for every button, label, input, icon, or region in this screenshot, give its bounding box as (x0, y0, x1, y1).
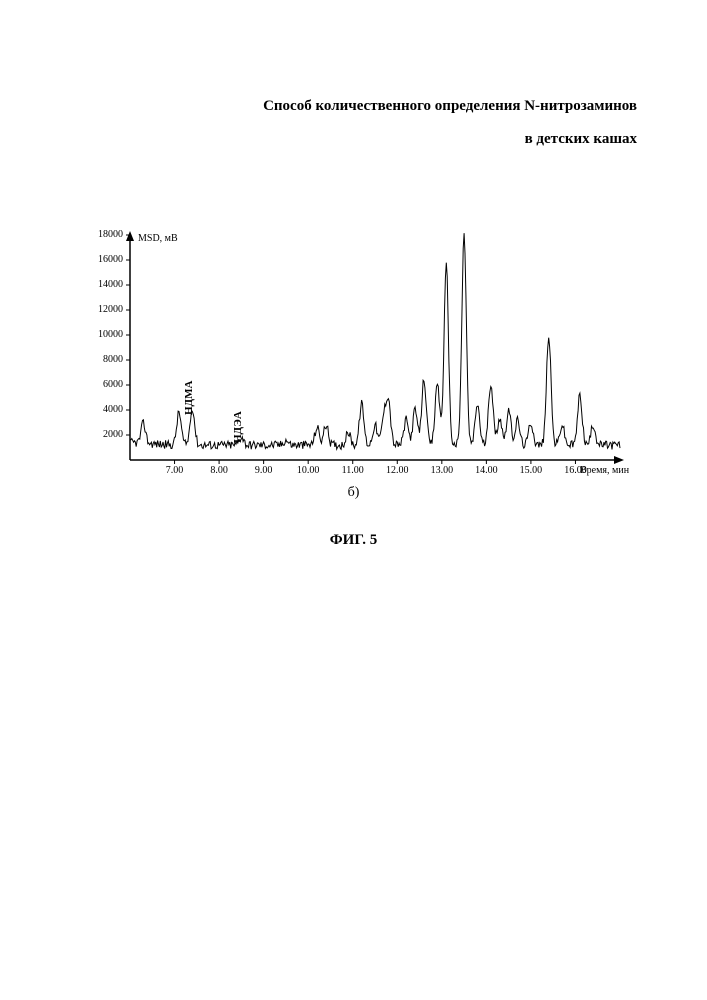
page: Способ количественного определения N-нит… (0, 0, 707, 1000)
y-tick-label: 4000 (88, 404, 123, 415)
title-line-1: Способ количественного определения N-нит… (125, 90, 637, 123)
x-tick-label: 12.00 (382, 465, 412, 476)
y-tick-label: 18000 (88, 229, 123, 240)
y-tick-label: 8000 (88, 354, 123, 365)
y-tick-label: 16000 (88, 254, 123, 265)
x-tick-label: 9.00 (249, 465, 279, 476)
x-tick-label: 11.00 (338, 465, 368, 476)
y-tick-label: 2000 (88, 429, 123, 440)
y-tick-label: 10000 (88, 329, 123, 340)
y-tick-label: 14000 (88, 279, 123, 290)
y-tick-label: 12000 (88, 304, 123, 315)
subfigure-label: б) (0, 485, 707, 501)
x-tick-label: 15.00 (516, 465, 546, 476)
x-tick-label: 7.00 (160, 465, 190, 476)
title-line-2: в детских кашах (125, 123, 637, 156)
x-tick-label: 10.00 (293, 465, 323, 476)
x-axis-title: Время, мин (580, 465, 629, 476)
x-tick-label: 14.00 (471, 465, 501, 476)
y-axis-title: MSD, мВ (138, 233, 178, 244)
chromatogram-chart: 2000 4000 6000 8000 10000 12000 14000 16000 1800… (60, 225, 640, 485)
chart-svg (60, 225, 640, 485)
y-tick-label: 6000 (88, 379, 123, 390)
document-title: Способ количественного определения N-нит… (125, 90, 637, 156)
x-tick-label: 8.00 (204, 465, 234, 476)
x-tick-label: 13.00 (427, 465, 457, 476)
peak-label: НДЭА (232, 411, 244, 443)
figure-caption: ФИГ. 5 (0, 532, 707, 549)
peak-label: НДМА (183, 380, 195, 414)
